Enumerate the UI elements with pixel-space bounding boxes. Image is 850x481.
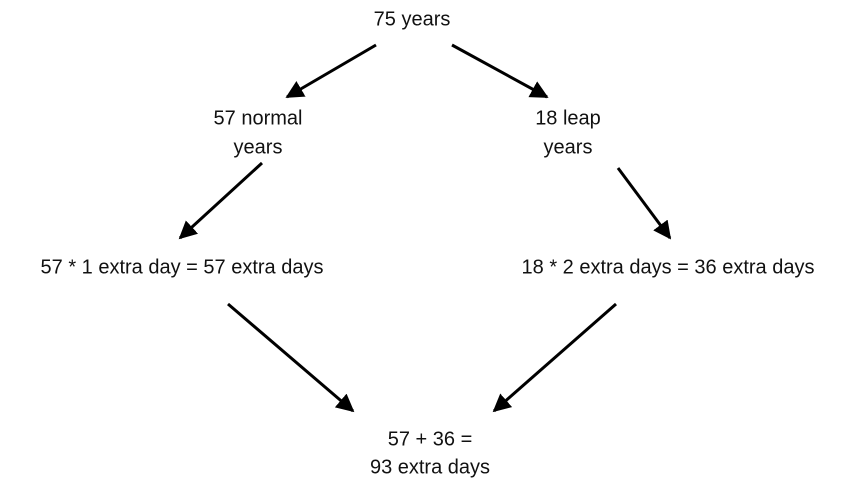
node-label: 18 leap [535, 107, 601, 129]
node-label: 57 normal [214, 107, 303, 129]
arrow [451, 43, 549, 99]
arrow [178, 161, 264, 240]
node-label: years [234, 136, 283, 158]
arrow [492, 302, 617, 413]
node-label: 57 * 1 extra day = 57 extra days [41, 256, 324, 278]
arrow [227, 302, 355, 413]
node-label: 18 * 2 extra days = 36 extra days [522, 256, 815, 278]
arrow [616, 167, 672, 240]
arrow [285, 43, 377, 99]
node-label: years [544, 136, 593, 158]
node-label: 57 + 36 = [388, 428, 473, 450]
node-label: 75 years [374, 8, 451, 30]
node-label: 93 extra days [370, 456, 490, 478]
